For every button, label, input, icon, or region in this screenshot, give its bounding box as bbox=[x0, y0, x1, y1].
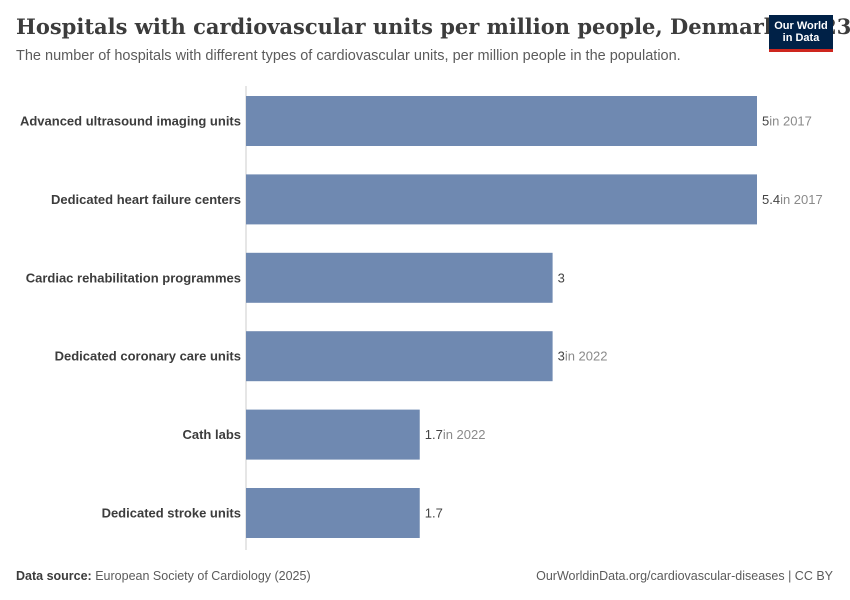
category-label: Advanced ultrasound imaging units bbox=[20, 114, 241, 129]
value-year-note: in 2017 bbox=[769, 114, 812, 129]
chart-subtitle: The number of hospitals with different t… bbox=[16, 48, 681, 64]
category-label: Cardiac rehabilitation programmes bbox=[26, 270, 241, 285]
value-year-note: in 2022 bbox=[565, 349, 608, 364]
logo-line-2: in Data bbox=[782, 32, 820, 44]
value-label: 1.7in 2022 bbox=[425, 427, 486, 442]
value-number: 3 bbox=[558, 270, 565, 285]
value-label: 5.4in 2017 bbox=[762, 192, 823, 207]
value-label: 5in 2017 bbox=[762, 114, 812, 129]
bar[interactable] bbox=[246, 252, 553, 303]
bar[interactable] bbox=[246, 96, 757, 146]
logo-line-1: Our World bbox=[774, 20, 828, 32]
bar[interactable] bbox=[246, 331, 553, 382]
bar[interactable] bbox=[246, 174, 757, 225]
value-label: 1.7 bbox=[425, 506, 443, 521]
value-number: 5.4 bbox=[762, 192, 780, 207]
data-source-label: Data source: bbox=[16, 569, 92, 583]
chart-title: Hospitals with cardiovascular units per … bbox=[16, 14, 850, 39]
value-number: 3 bbox=[558, 349, 565, 364]
value-number: 1.7 bbox=[425, 427, 443, 442]
category-label: Dedicated coronary care units bbox=[55, 349, 241, 364]
value-label: 3 bbox=[558, 270, 565, 285]
value-year-note: in 2022 bbox=[443, 427, 486, 442]
bar[interactable] bbox=[246, 488, 420, 538]
data-source: Data source: European Society of Cardiol… bbox=[16, 569, 311, 583]
value-number: 1.7 bbox=[425, 506, 443, 521]
value-label: 3in 2022 bbox=[558, 349, 608, 364]
data-source-text[interactable]: European Society of Cardiology (2025) bbox=[95, 569, 311, 583]
value-year-note: in 2017 bbox=[780, 192, 823, 207]
owid-logo[interactable]: Our World in Data bbox=[769, 15, 833, 52]
category-label: Cath labs bbox=[182, 427, 241, 442]
url-license[interactable]: OurWorldinData.org/cardiovascular-diseas… bbox=[536, 569, 833, 583]
value-number: 5 bbox=[762, 114, 769, 129]
category-label: Dedicated stroke units bbox=[102, 506, 241, 521]
category-label: Dedicated heart failure centers bbox=[51, 192, 241, 207]
bar[interactable] bbox=[246, 409, 420, 460]
